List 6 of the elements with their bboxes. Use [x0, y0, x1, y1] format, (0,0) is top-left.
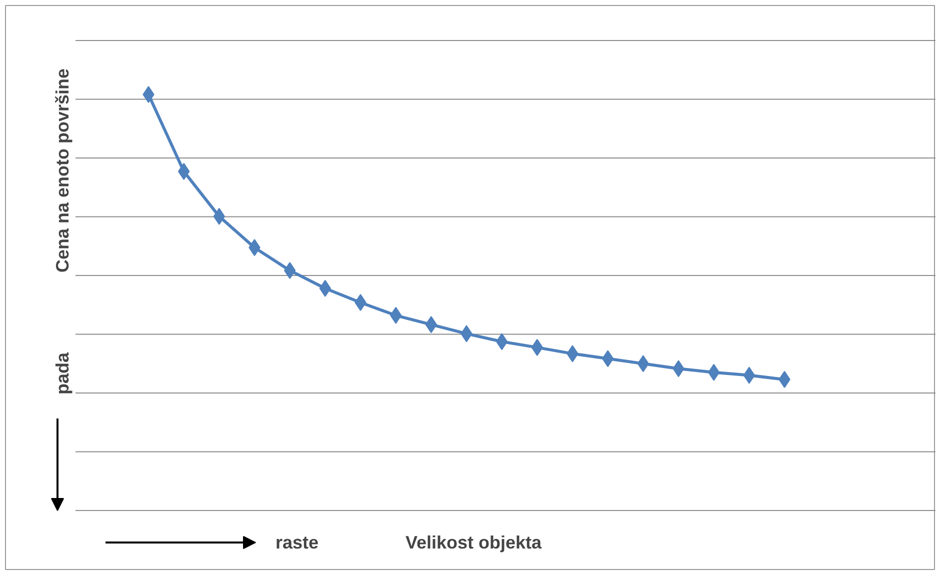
point [354, 294, 366, 311]
y-axis-title: Cena na enoto površine [52, 68, 72, 273]
text: raste [276, 532, 319, 552]
point [142, 86, 154, 103]
text: pada [52, 352, 72, 395]
x-axis-title: Velikost objekta [406, 532, 543, 552]
